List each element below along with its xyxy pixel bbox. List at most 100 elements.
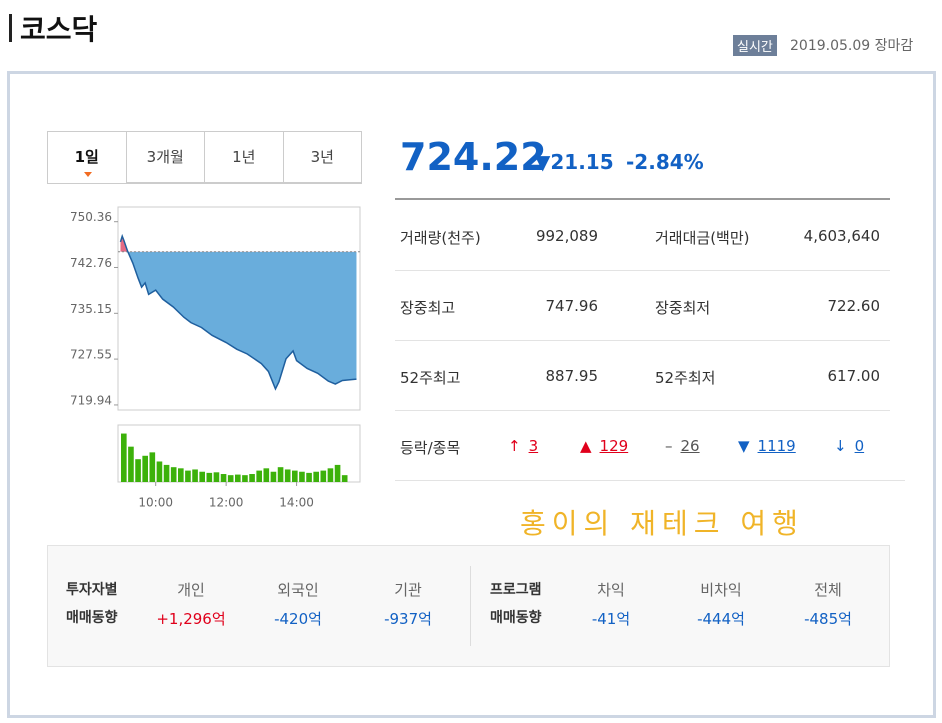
volume-bar [320,470,327,482]
tab-marker [84,172,92,177]
volume-bar [178,468,184,482]
symbol: ↓ [834,437,847,455]
advance-decline-item: –26 [665,437,700,455]
flow-name: 비차익 [700,581,742,599]
count[interactable]: 129 [599,437,629,455]
volume-bar [199,471,205,482]
stat-value: 4,603,640 [803,227,880,245]
volume-bar [121,433,127,482]
flow-name: 차익 [597,581,625,599]
flow-name: 개인 [177,581,205,599]
stat-label: 거래량(천주) [400,229,481,247]
advance-decline-item: ▲ 129 [580,437,628,455]
tab[interactable]: 3개월 [125,132,204,183]
volume-bar [213,472,220,482]
watermark: 홍이의 재테크 여행 [520,507,804,540]
volume-bar [156,461,163,482]
volume-bar [277,467,284,482]
count[interactable]: 1119 [757,437,796,455]
volume-bar [149,452,156,482]
advance-decline-item: ↑ 3 [508,437,538,455]
stat-value: 992,089 [535,227,598,245]
volume-bar [299,471,305,482]
volume-bar [185,470,191,482]
date-label: 2019.05.09 장마감 [790,38,914,54]
row-divider [395,270,890,271]
stat-label: 장중최고 [400,299,456,317]
volume-bar [270,471,277,482]
realtime-badge: 실시간 [733,35,777,56]
symbol: ↑ [508,437,521,455]
volume-bar [220,474,227,482]
flow-value: -41억 [591,610,631,628]
price-line [119,233,357,391]
price: 724.22 [400,135,547,179]
flow-label: 매매동향 [490,610,542,626]
stat-value: 722.60 [827,297,881,315]
count[interactable]: 3 [528,437,539,455]
symbol: ▼ [738,437,750,455]
volume-bar [142,455,148,482]
y-tick-label: 742.76 [70,256,112,270]
area-below [120,251,357,389]
flow-label: 매매동향 [66,610,118,626]
plot-frame [117,206,361,411]
y-tick-label: 727.55 [70,348,112,362]
volume-bar [327,468,334,482]
volume-bar [263,468,270,482]
volume-bar [227,475,234,482]
y-tick-label: 735.15 [70,302,112,316]
flow-value: +1,296억 [156,610,226,628]
flow-name: 외국인 [277,581,319,599]
count[interactable]: 26 [680,437,700,455]
volume-bar [163,464,170,482]
flow-label: 투자자별 [66,582,118,598]
advance-decline-item: ▼ 1119 [738,437,796,455]
stat-label: 52주최저 [655,369,716,387]
tab[interactable]: 1년 [204,132,283,183]
title-bar [9,14,12,42]
y-tick-label: 750.36 [70,210,112,224]
tab[interactable]: 1일 [48,132,126,183]
row-divider [395,480,905,481]
volume-bar [313,471,319,482]
main-box [7,71,936,718]
volume-bar [242,475,248,482]
row-divider [395,410,890,411]
volume-bar [235,474,241,482]
flow-label: 프로그램 [490,582,542,598]
tab[interactable]: 3년 [282,132,361,183]
flow-name: 기관 [394,581,422,599]
flow-value: -485억 [804,610,852,628]
stat-label: 거래대금(백만) [655,229,750,247]
volume-bar [341,475,348,482]
volume-bar [284,469,291,482]
volume-bar [306,472,312,482]
flow-value: -937억 [384,610,432,628]
volume-bar [249,474,255,482]
tab-bar: 1일 3개월 1년 3년 [47,131,362,184]
stat-value: 887.95 [545,367,599,385]
flow-name: 전체 [814,581,842,599]
advance-decline-item: ↓ 0 [834,437,864,455]
row-divider [395,340,890,341]
flow-box: 투자자별 매매동향 개인 +1,296억 외국인 -420억 기관 -937억 프로그램 매매동향… [47,545,890,667]
change-pct: -2.84% [626,150,704,174]
volume-bar [292,470,298,482]
divider [395,198,890,200]
flow-divider [470,566,471,646]
volume-bar [334,464,341,482]
volume-bar [206,472,213,482]
stat-value: 747.96 [545,297,599,315]
symbol: ▲ [580,437,592,455]
change: ▼21.15 [535,150,614,174]
x-tick-label: 14:00 [279,496,314,510]
volume-bar [135,459,141,482]
page-title: 코스닥 [20,13,98,46]
count[interactable]: 0 [854,437,865,455]
volume-bar [170,467,177,482]
x-tick-label: 10:00 [138,496,173,510]
y-tick-label: 719.94 [70,393,112,407]
volume-bar [128,446,134,482]
